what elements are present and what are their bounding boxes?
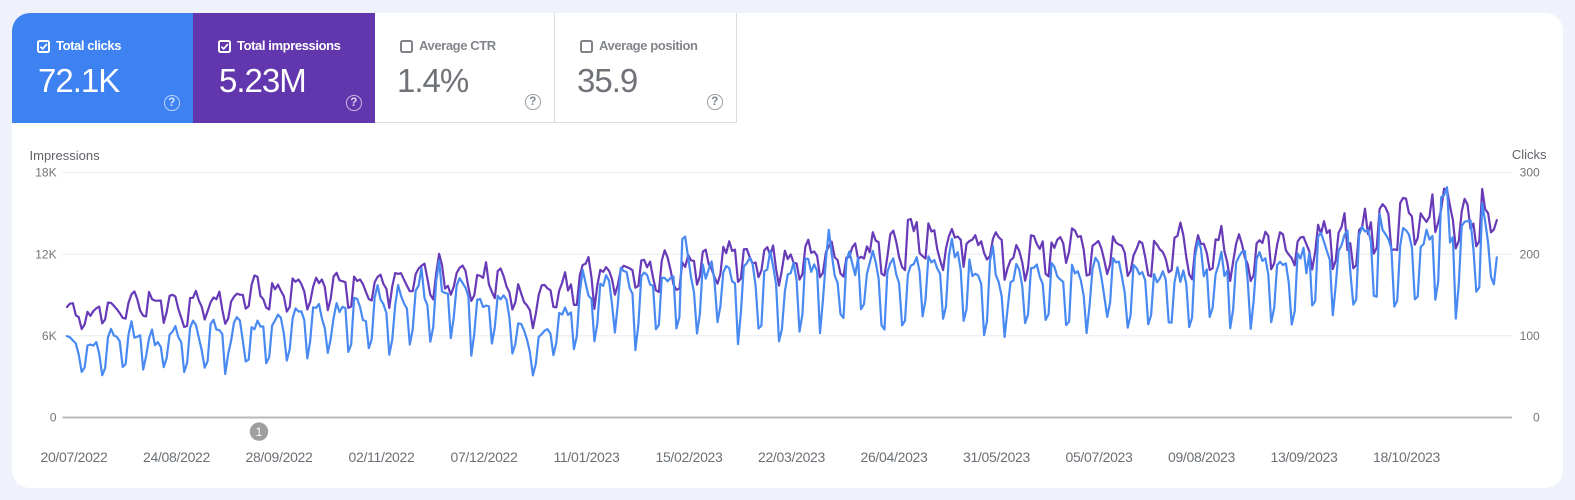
- svg-text:28/09/2022: 28/09/2022: [245, 449, 313, 465]
- svg-text:13/09/2023: 13/09/2023: [1270, 449, 1338, 465]
- svg-text:1: 1: [256, 426, 262, 438]
- svg-text:12K: 12K: [35, 247, 56, 261]
- svg-text:20/07/2022: 20/07/2022: [40, 449, 108, 465]
- svg-text:300: 300: [1520, 165, 1540, 179]
- svg-text:15/02/2023: 15/02/2023: [655, 449, 723, 465]
- svg-text:09/08/2023: 09/08/2023: [1168, 449, 1236, 465]
- svg-text:31/05/2023: 31/05/2023: [963, 449, 1031, 465]
- svg-text:22/03/2023: 22/03/2023: [758, 449, 826, 465]
- svg-text:Clicks: Clicks: [1512, 147, 1547, 162]
- svg-text:02/11/2022: 02/11/2022: [348, 449, 415, 465]
- svg-text:05/07/2023: 05/07/2023: [1065, 449, 1133, 465]
- svg-text:26/04/2023: 26/04/2023: [860, 449, 928, 465]
- svg-text:11/01/2023: 11/01/2023: [553, 449, 620, 465]
- svg-text:0: 0: [50, 410, 57, 424]
- svg-text:24/08/2022: 24/08/2022: [143, 449, 211, 465]
- svg-text:6K: 6K: [42, 329, 57, 343]
- svg-text:100: 100: [1520, 329, 1540, 343]
- svg-text:07/12/2022: 07/12/2022: [450, 449, 518, 465]
- svg-text:Impressions: Impressions: [30, 148, 101, 163]
- svg-text:0: 0: [1533, 410, 1540, 424]
- svg-text:200: 200: [1520, 247, 1540, 261]
- svg-text:18/10/2023: 18/10/2023: [1373, 449, 1441, 465]
- svg-text:18K: 18K: [35, 165, 56, 179]
